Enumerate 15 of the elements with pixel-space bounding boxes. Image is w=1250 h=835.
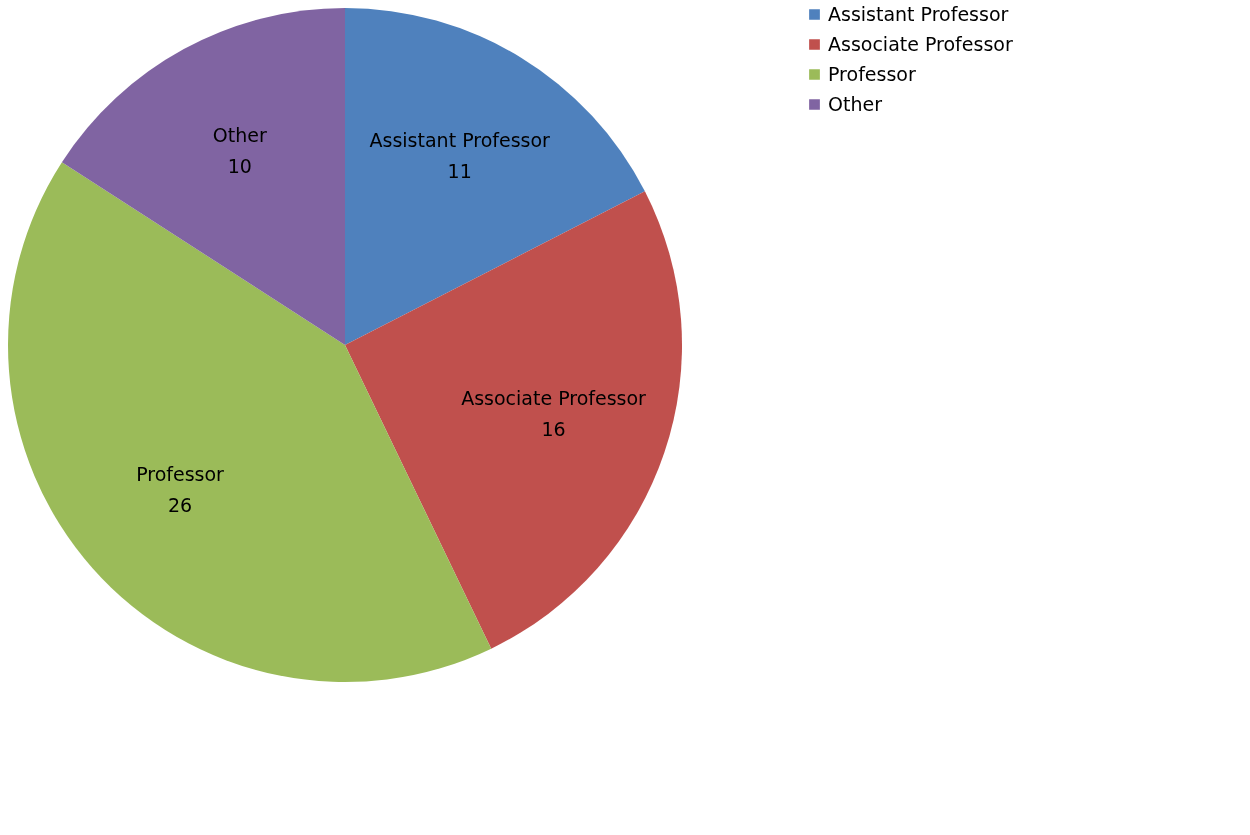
data-label: 11 (447, 160, 472, 183)
slice-label: Associate Professor (461, 387, 647, 410)
pie-slice (345, 191, 682, 649)
slice-label: Assistant Professor (369, 129, 551, 152)
pie-slice (345, 8, 645, 345)
legend-label: Other (828, 92, 883, 115)
slice-label: Professor (136, 462, 225, 485)
pie-slice (61, 8, 345, 345)
data-label: 10 (227, 154, 252, 177)
legend-label: Professor (828, 62, 916, 85)
legend-label: Associate Professor (828, 32, 1013, 55)
data-label: 16 (541, 418, 566, 441)
slice-label: Other (212, 123, 267, 146)
data-label: 26 (167, 493, 193, 516)
legend-label: Assistant Professor (828, 2, 1009, 25)
